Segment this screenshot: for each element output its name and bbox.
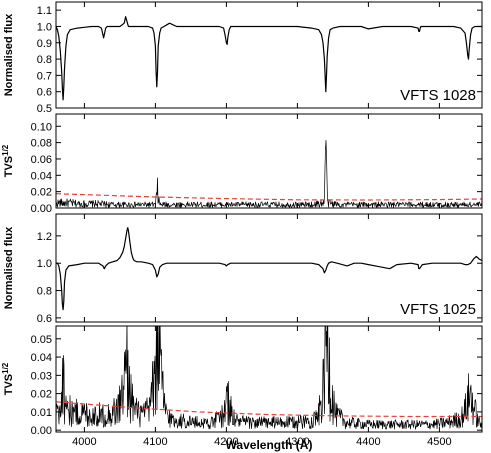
y-axis-label-text: TVS — [3, 156, 15, 177]
y-axis-label-text: TVS — [3, 374, 15, 395]
y-tick-label: 0.04 — [31, 170, 52, 182]
series-line — [56, 227, 482, 311]
series-line — [56, 139, 482, 208]
y-tick-label: 0.8 — [37, 286, 52, 298]
y-tick-label: 1.0 — [37, 21, 52, 33]
x-tick-label: 4400 — [356, 436, 380, 448]
panel-1: 0.5 0.6 0.7 0.8 0.9 1.0 1.1 Normalised flux VFTS… — [3, 1, 483, 115]
y-tick-label: 0.6 — [37, 313, 52, 325]
threshold-line — [56, 193, 482, 201]
y-tick-label: 0.04 — [31, 352, 52, 364]
y-tick-label: 0.5 — [37, 103, 52, 115]
panel-3: 0.6 0.8 1.0 1.2 Normalised flux VFTS 1025 — [3, 213, 483, 325]
frame — [55, 1, 483, 109]
y-tick-label: 0.02 — [31, 389, 52, 401]
y-axis-label: TVS1/2 — [1, 362, 15, 395]
series-line — [56, 326, 482, 430]
y-axis-label: TVS1/2 — [1, 144, 15, 177]
y-axis-label-sup: 1/2 — [1, 362, 10, 374]
x-tick-label: 4300 — [285, 436, 309, 448]
y-tick-label: 0.06 — [31, 154, 52, 166]
panel-2: 0.00 0.02 0.04 0.06 0.08 0.10 TVS1/2 — [1, 113, 483, 215]
x-tick-label: 4200 — [214, 436, 238, 448]
y-tick-label: 0.8 — [37, 54, 52, 66]
series-line — [56, 16, 482, 101]
x-tick-label: 4500 — [427, 436, 451, 448]
threshold-line — [56, 401, 482, 418]
y-axis-label-sup: 1/2 — [1, 144, 10, 156]
y-tick-label: 0.10 — [31, 121, 52, 133]
y-tick-label: 0.02 — [31, 187, 52, 199]
x-axis-label: Wavelength (Å) — [226, 437, 313, 452]
y-tick-label: 1.1 — [37, 5, 52, 17]
y-tick-label: 0.03 — [31, 370, 52, 382]
plot-area — [56, 139, 482, 208]
y-tick-label: 0.05 — [31, 334, 52, 346]
panels: 0.5 0.6 0.7 0.8 0.9 1.0 1.1 Normalised flux VFTS… — [1, 1, 483, 452]
y-axis-label-text: Normalised flux — [3, 226, 15, 309]
y-tick-label: 1.0 — [37, 258, 52, 270]
plot-area — [56, 326, 482, 430]
star-label: VFTS 1025 — [400, 301, 476, 318]
y-axis-label: Normalised flux — [3, 226, 15, 309]
y-tick-label: 0.08 — [31, 138, 52, 150]
y-tick-label: 0.7 — [37, 70, 52, 82]
frame — [55, 325, 483, 433]
y-axis-label: Normalised flux — [3, 13, 15, 96]
y-tick-label: 0.00 — [31, 425, 52, 437]
frame — [55, 213, 483, 323]
star-label: VFTS 1028 — [400, 87, 476, 104]
y-tick-label: 0.01 — [31, 407, 52, 419]
plot-area — [56, 227, 482, 311]
y-tick-label: 0.9 — [37, 38, 52, 50]
frame — [55, 113, 483, 209]
panel-4: 0.00 0.01 0.02 0.03 0.04 0.05 4000 4100 4200 4300… — [1, 325, 483, 452]
plot-area — [56, 16, 482, 101]
y-tick-label: 1.2 — [37, 231, 52, 243]
x-tick-label: 4100 — [143, 436, 167, 448]
y-tick-label: 0.00 — [31, 203, 52, 215]
y-tick-label: 0.6 — [37, 87, 52, 99]
y-axis-label-text: Normalised flux — [3, 13, 15, 96]
x-tick-label: 4000 — [72, 436, 96, 448]
